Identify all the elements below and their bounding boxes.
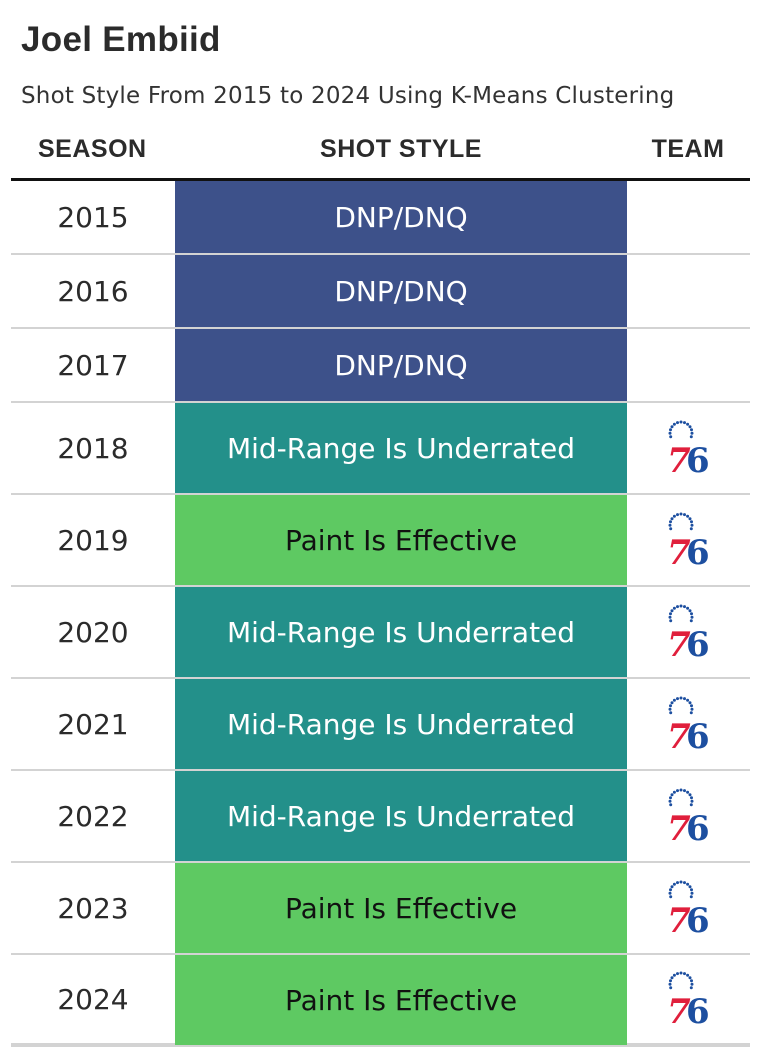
- season-cell: 2022: [57, 799, 129, 833]
- table-row: 2023 Paint Is Effective 7 6: [11, 863, 750, 955]
- shot-style-cell: Mid-Range Is Underrated: [175, 679, 627, 769]
- season-cell: 2023: [57, 891, 129, 925]
- shot-style-cell: DNP/DNQ: [175, 329, 627, 401]
- season-cell: 2021: [57, 707, 129, 741]
- column-header-team: TEAM: [651, 135, 725, 163]
- table-row: 2022 Mid-Range Is Underrated 7 6: [11, 771, 750, 863]
- table-row: 2018 Mid-Range Is Underrated 7 6: [11, 403, 750, 495]
- table-body: 2015 DNP/DNQ 2016 DNP/DNQ 2017 DNP/DNQ 2018 Mid…: [11, 181, 750, 1047]
- shot-style-cell: Mid-Range Is Underrated: [175, 587, 627, 677]
- season-cell: 2020: [57, 615, 129, 649]
- season-cell: 2017: [57, 348, 129, 382]
- shot-style-cell: Paint Is Effective: [175, 495, 627, 585]
- column-header-shot-style: SHOT STYLE: [320, 135, 482, 163]
- team-cell: [627, 329, 750, 401]
- table-row: 2021 Mid-Range Is Underrated 7 6: [11, 679, 750, 771]
- chart-subtitle: Shot Style From 2015 to 2024 Using K-Mea…: [21, 83, 675, 109]
- chart-title: Joel Embiid: [21, 20, 221, 59]
- svg-text:6: 6: [686, 441, 710, 477]
- column-header-season: SEASON: [38, 135, 147, 163]
- team-cell: [627, 181, 750, 253]
- shot-style-cell: DNP/DNQ: [175, 255, 627, 327]
- shot-style-cell: Paint Is Effective: [175, 955, 627, 1045]
- svg-text:6: 6: [686, 717, 710, 753]
- season-cell: 2024: [57, 982, 129, 1016]
- season-cell: 2018: [57, 431, 129, 465]
- table-row: 2019 Paint Is Effective 7 6: [11, 495, 750, 587]
- season-cell: 2016: [57, 274, 129, 308]
- svg-text:7: 7: [667, 441, 691, 477]
- table-row: 2017 DNP/DNQ: [11, 329, 750, 403]
- svg-text:7: 7: [667, 533, 691, 569]
- shot-style-cell: Mid-Range Is Underrated: [175, 771, 627, 861]
- svg-text:7: 7: [667, 809, 691, 845]
- svg-text:7: 7: [667, 625, 691, 661]
- svg-text:6: 6: [686, 809, 710, 845]
- svg-text:6: 6: [686, 992, 710, 1028]
- svg-text:6: 6: [686, 625, 710, 661]
- svg-text:6: 6: [686, 901, 710, 937]
- season-cell: 2019: [57, 523, 129, 557]
- shot-style-cell: Mid-Range Is Underrated: [175, 403, 627, 493]
- svg-text:6: 6: [686, 533, 710, 569]
- svg-text:7: 7: [667, 901, 691, 937]
- table-row: 2020 Mid-Range Is Underrated 7 6: [11, 587, 750, 679]
- header-divider: [11, 178, 750, 181]
- season-cell: 2015: [57, 200, 129, 234]
- svg-text:7: 7: [667, 717, 691, 753]
- table-row: 2024 Paint Is Effective 7 6: [11, 955, 750, 1047]
- table-row: 2016 DNP/DNQ: [11, 255, 750, 329]
- shot-style-cell: Paint Is Effective: [175, 863, 627, 953]
- shot-style-cell: DNP/DNQ: [175, 181, 627, 253]
- table-row: 2015 DNP/DNQ: [11, 181, 750, 255]
- team-cell: [627, 255, 750, 327]
- svg-text:7: 7: [667, 992, 691, 1028]
